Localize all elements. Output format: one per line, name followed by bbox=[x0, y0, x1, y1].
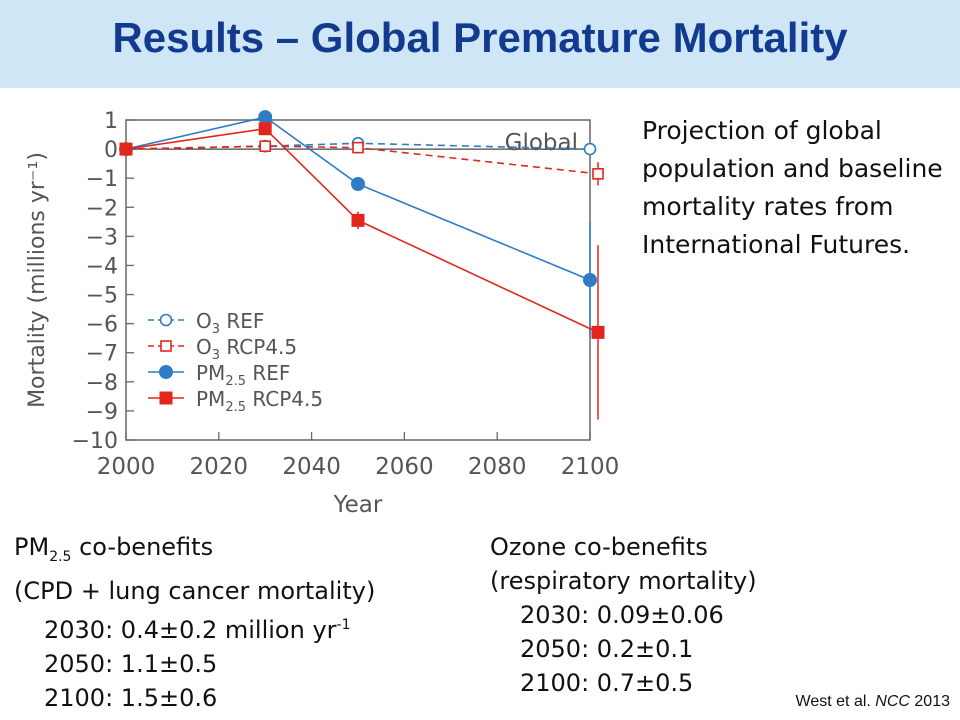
projection-note: Projection of global population and base… bbox=[642, 116, 943, 259]
data-point bbox=[351, 213, 365, 227]
data-point bbox=[259, 140, 272, 152]
title-bar bbox=[0, 0, 960, 88]
ozone-subtitle: (respiratory mortality) bbox=[490, 567, 757, 595]
legend-marker bbox=[159, 391, 173, 405]
data-point bbox=[258, 122, 272, 136]
y-tick-label: −7 bbox=[86, 342, 118, 367]
y-axis-label: Mortality (millions yr⁻¹) bbox=[25, 152, 50, 408]
data-point bbox=[258, 110, 273, 125]
y-tick-label: −5 bbox=[86, 284, 118, 309]
series-line-1 bbox=[125, 145, 599, 175]
x-tick-label: 2000 bbox=[97, 454, 156, 480]
data-point bbox=[583, 273, 597, 287]
y-tick-label: −1 bbox=[86, 167, 118, 192]
ozone-cobenefits: Ozone co-benefits (respiratory mortality… bbox=[490, 530, 757, 700]
data-point bbox=[351, 177, 365, 191]
data-point bbox=[583, 142, 597, 156]
y-tick-label: 1 bbox=[104, 109, 118, 134]
pm-2100: 2100: 1.5±0.6 bbox=[44, 683, 218, 712]
y-tick-label: 0 bbox=[104, 138, 118, 163]
x-tick-label: 2020 bbox=[190, 454, 249, 480]
panel-label: Global bbox=[505, 130, 578, 156]
pm-heading: PM2.5 co-benefits bbox=[14, 533, 214, 565]
ozone-2030: 2030: 0.09±0.06 bbox=[520, 601, 724, 629]
ozone-2100: 2100: 0.7±0.5 bbox=[520, 669, 694, 697]
slide-title: Results – Global Premature Mortality bbox=[112, 14, 848, 61]
x-axis-label: Year bbox=[333, 492, 383, 518]
x-tick-label: 2080 bbox=[468, 454, 527, 480]
pm-subtitle: (CPD + lung cancer mortality) bbox=[14, 576, 376, 605]
series-line-0 bbox=[125, 142, 591, 150]
x-tick-label: 2040 bbox=[282, 454, 341, 480]
y-tick-label: −4 bbox=[86, 254, 118, 279]
legend-label: O3 RCP4.5 bbox=[196, 335, 297, 363]
citation: West et al. NCC 2013 bbox=[795, 693, 950, 710]
ozone-heading: Ozone co-benefits bbox=[490, 533, 708, 561]
legend-marker bbox=[160, 340, 172, 352]
data-point bbox=[591, 325, 605, 339]
data-point bbox=[592, 168, 604, 180]
legend-label: O3 REF bbox=[196, 309, 264, 337]
y-tick-label: −10 bbox=[72, 429, 118, 454]
y-tick-label: −3 bbox=[86, 225, 118, 250]
legend-label: PM2.5 RCP4.5 bbox=[196, 387, 323, 415]
pm-2050: 2050: 1.1±0.5 bbox=[44, 649, 218, 678]
series-line-2 bbox=[125, 116, 591, 281]
x-tick-label: 2060 bbox=[375, 454, 434, 480]
pm-2030: 2030: 0.4±0.2 million yr-1 bbox=[44, 615, 351, 644]
y-tick-label: −2 bbox=[86, 196, 118, 221]
x-tick-label: 2100 bbox=[561, 454, 620, 480]
y-tick-label: −8 bbox=[86, 371, 118, 396]
data-point bbox=[352, 141, 364, 154]
legend-marker bbox=[159, 313, 173, 327]
series-line-3 bbox=[125, 127, 599, 334]
pm-cobenefits: PM2.5 co-benefits (CPD + lung cancer mor… bbox=[14, 530, 375, 715]
ozone-2050: 2050: 0.2±0.1 bbox=[520, 635, 694, 663]
y-tick-label: −9 bbox=[86, 400, 118, 425]
data-point bbox=[119, 142, 133, 156]
y-tick-label: −6 bbox=[86, 313, 118, 338]
legend-marker bbox=[159, 365, 173, 379]
legend-label: PM2.5 REF bbox=[196, 361, 290, 389]
